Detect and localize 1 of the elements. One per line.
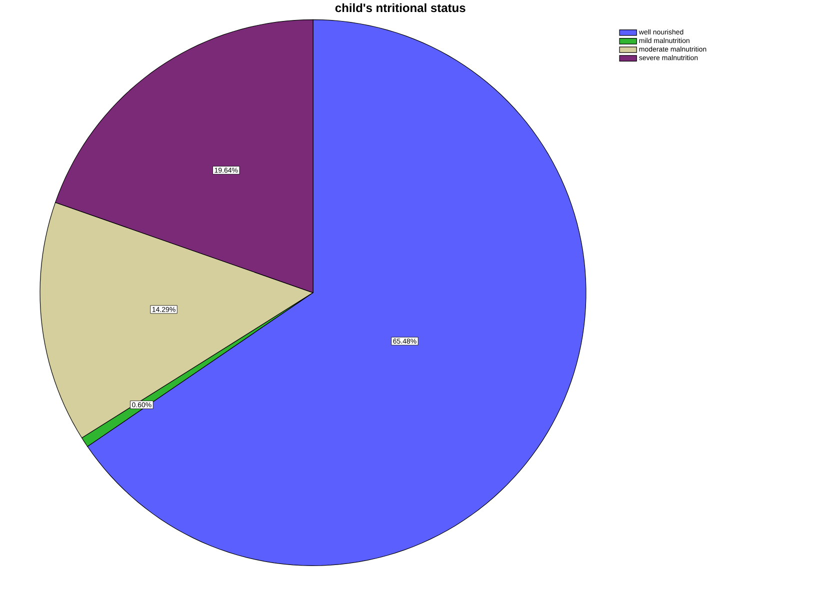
chart-title: child's ntritional status bbox=[335, 3, 466, 12]
